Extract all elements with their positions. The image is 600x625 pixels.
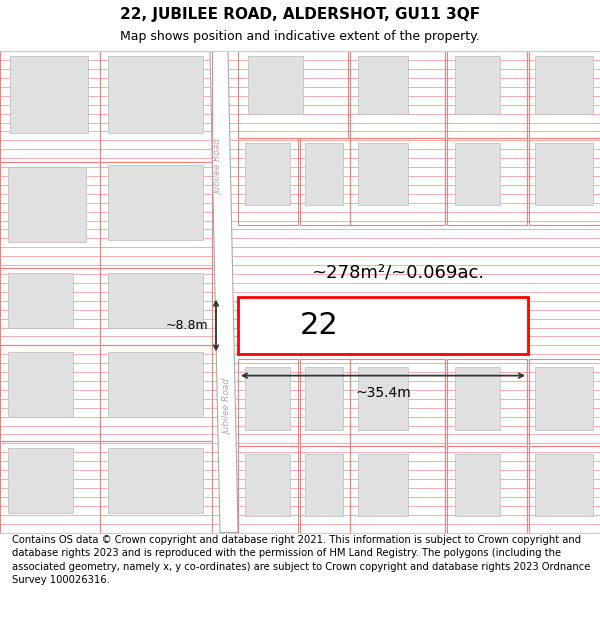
Bar xyxy=(455,56,500,114)
Bar xyxy=(100,51,212,162)
Text: Jubilee Road: Jubilee Road xyxy=(223,379,233,436)
Bar xyxy=(398,301,499,349)
Bar xyxy=(305,367,343,429)
Bar xyxy=(108,272,203,329)
Bar xyxy=(100,345,212,441)
Bar xyxy=(535,56,593,114)
Bar xyxy=(529,359,600,446)
Bar xyxy=(108,351,203,417)
Bar xyxy=(245,454,290,516)
Bar xyxy=(305,142,343,205)
Bar xyxy=(8,167,86,242)
Bar xyxy=(358,367,408,429)
Polygon shape xyxy=(210,51,238,532)
Bar xyxy=(238,297,528,354)
Text: 22: 22 xyxy=(300,311,338,340)
Bar xyxy=(447,138,527,224)
Bar xyxy=(238,51,348,138)
Bar xyxy=(300,138,350,224)
Bar xyxy=(100,162,212,268)
Text: Jubilee Road: Jubilee Road xyxy=(215,139,223,195)
Bar xyxy=(238,359,298,446)
Bar xyxy=(455,454,500,516)
Bar xyxy=(350,446,445,532)
Bar xyxy=(0,51,100,162)
Bar xyxy=(350,359,445,446)
Bar xyxy=(10,56,88,133)
Bar xyxy=(108,448,203,513)
Bar xyxy=(248,56,303,114)
Text: ~8.8m: ~8.8m xyxy=(166,319,208,332)
Bar xyxy=(305,454,343,516)
Bar xyxy=(358,56,408,114)
Text: 22, JUBILEE ROAD, ALDERSHOT, GU11 3QF: 22, JUBILEE ROAD, ALDERSHOT, GU11 3QF xyxy=(120,7,480,22)
Bar xyxy=(535,454,593,516)
Bar xyxy=(100,441,212,532)
Bar xyxy=(300,446,350,532)
Bar xyxy=(358,454,408,516)
Bar xyxy=(0,345,100,441)
Bar xyxy=(350,138,445,224)
Bar xyxy=(529,446,600,532)
Bar xyxy=(100,268,212,345)
Bar xyxy=(245,367,290,429)
Bar xyxy=(535,367,593,429)
Bar xyxy=(455,142,500,205)
Text: Map shows position and indicative extent of the property.: Map shows position and indicative extent… xyxy=(120,31,480,43)
Bar xyxy=(0,268,100,345)
Bar xyxy=(108,165,203,240)
Bar xyxy=(0,441,100,532)
Bar xyxy=(238,138,298,224)
Bar xyxy=(108,56,203,133)
Bar xyxy=(8,448,73,513)
Bar xyxy=(238,446,298,532)
Bar xyxy=(529,138,600,224)
Bar xyxy=(447,51,527,138)
Bar xyxy=(535,142,593,205)
Text: ~278m²/~0.069ac.: ~278m²/~0.069ac. xyxy=(311,264,484,282)
Bar xyxy=(245,142,290,205)
Bar xyxy=(447,446,527,532)
Bar xyxy=(529,51,600,138)
Bar xyxy=(350,51,445,138)
Bar xyxy=(8,351,73,417)
Bar xyxy=(358,142,408,205)
Bar xyxy=(300,359,350,446)
Bar xyxy=(447,359,527,446)
Bar xyxy=(0,162,100,268)
Text: ~35.4m: ~35.4m xyxy=(355,386,411,400)
Bar xyxy=(8,272,73,329)
Text: Contains OS data © Crown copyright and database right 2021. This information is : Contains OS data © Crown copyright and d… xyxy=(12,535,590,585)
Bar xyxy=(455,367,500,429)
